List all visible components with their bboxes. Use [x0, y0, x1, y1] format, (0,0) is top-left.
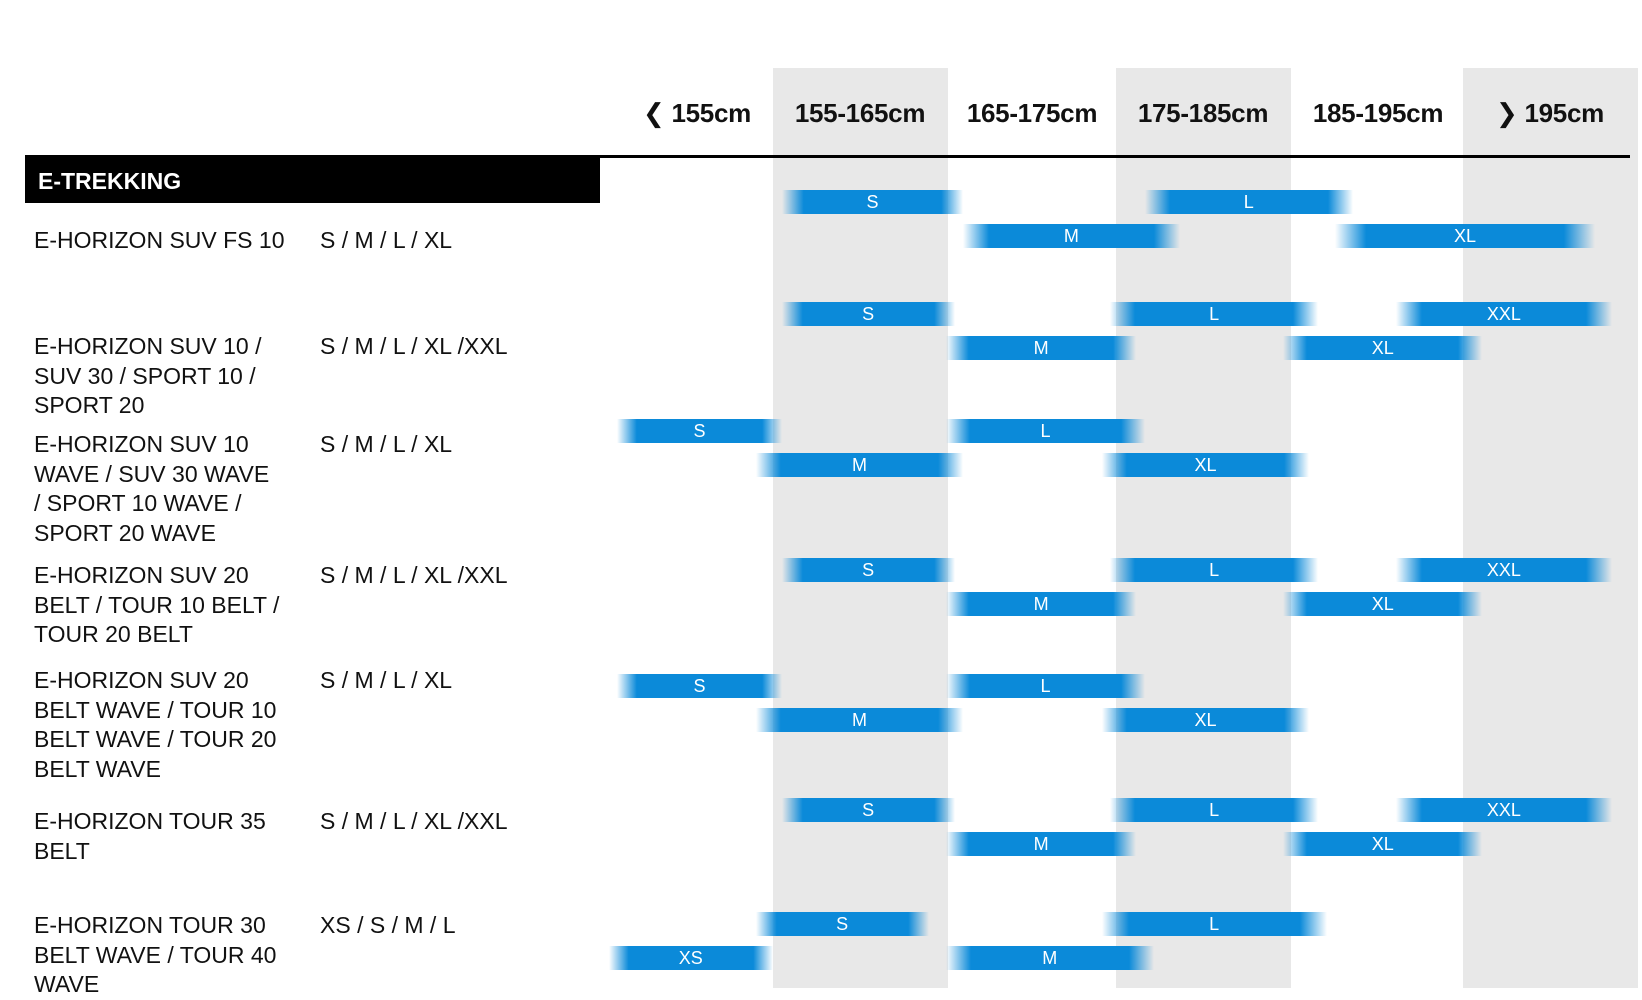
- model-name-line: BELT WAVE / TOUR 10: [34, 696, 277, 723]
- model-name-line: E-HORIZON SUV 10 /: [34, 333, 262, 359]
- size-range-bar: M: [946, 946, 1154, 970]
- model-name-line: BELT / TOUR 10 BELT /: [34, 591, 280, 618]
- model-name-line: TOUR 20 BELT: [34, 621, 193, 647]
- size-range-bar: S: [617, 419, 782, 443]
- size-range-bar: L: [1110, 558, 1318, 582]
- size-range-bar: M: [755, 708, 964, 732]
- model-name-line: BELT WAVE: [34, 755, 161, 782]
- column-header-label: 155cm: [671, 98, 751, 128]
- model-name: E-HORIZON SUV 10 / SUV 30 / SPORT 10 / SPO…: [34, 332, 304, 421]
- chevron-left-icon: ❮: [643, 98, 672, 128]
- section-title: E-TREKKING: [38, 168, 182, 194]
- model-name-line: E-HORIZON SUV 10: [34, 431, 249, 457]
- size-range-bar: XL: [1101, 453, 1310, 477]
- size-range-bar: XXL: [1395, 798, 1613, 822]
- size-range-bar: S: [781, 558, 955, 582]
- column-header-label: 165-175cm: [966, 98, 1098, 128]
- size-range-bar: S: [781, 798, 955, 822]
- size-range-bar: XXL: [1395, 302, 1613, 326]
- size-range-bar: XL: [1335, 224, 1595, 248]
- size-range-bar: L: [1101, 912, 1327, 936]
- model-name-line: E-HORIZON SUV 20: [34, 562, 249, 588]
- column-header: 165-175cm: [947, 98, 1117, 129]
- size-range-bar: XL: [1101, 708, 1310, 732]
- size-range-bar: L: [1144, 190, 1353, 214]
- size-range-bar: L: [1110, 798, 1318, 822]
- size-range-bar: XXL: [1395, 558, 1613, 582]
- model-name: E-HORIZON SUV FS 10: [34, 226, 304, 256]
- available-sizes: S / M / L / XL /XXL: [320, 808, 508, 834]
- model-name-line: WAVE: [34, 971, 100, 997]
- model-name-line: SPORT 20: [34, 392, 145, 418]
- column-header: 175-185cm: [1118, 98, 1288, 129]
- size-range-bar: M: [946, 336, 1137, 360]
- column-header-label: 185-195cm: [1312, 98, 1444, 128]
- size-range-bar: XL: [1283, 336, 1483, 360]
- available-sizes: S / M / L / XL: [320, 667, 453, 693]
- model-name-line: BELT WAVE / TOUR 20: [34, 726, 277, 752]
- size-range-bar: L: [946, 674, 1145, 698]
- size-range-bar: XL: [1283, 832, 1483, 856]
- model-name-line: SPORT 20 WAVE: [34, 519, 216, 546]
- available-sizes: S / M / L / XL: [320, 431, 453, 457]
- section-header: E-TREKKING: [25, 155, 600, 203]
- size-range-bar: M: [946, 592, 1137, 616]
- chevron-right-icon: ❯: [1496, 98, 1525, 128]
- size-range-bar: S: [617, 674, 782, 698]
- model-name-line: SUV 30 / SPORT 10 /: [34, 362, 256, 389]
- size-range-bar: XL: [1283, 592, 1483, 616]
- column-header-label: 195cm: [1524, 98, 1604, 128]
- column-header: ❯ 195cm: [1465, 98, 1635, 129]
- header-rule: [600, 155, 1630, 158]
- available-sizes: XS / S / M / L: [320, 912, 456, 938]
- column-band: [1463, 68, 1638, 988]
- model-name-line: BELT: [34, 837, 90, 864]
- size-range-bar: XS: [608, 946, 773, 970]
- size-range-bar: S: [781, 190, 964, 214]
- size-range-bar: S: [755, 912, 929, 936]
- available-sizes: S / M / L / XL /XXL: [320, 562, 508, 588]
- size-range-bar: L: [946, 419, 1145, 443]
- column-header: 185-195cm: [1293, 98, 1463, 129]
- model-name: E-HORIZON TOUR 30 BELT WAVE / TOUR 40 WAVE: [34, 911, 304, 1000]
- available-sizes: S / M / L / XL /XXL: [320, 333, 508, 359]
- model-name-line: E-HORIZON SUV 20: [34, 667, 249, 693]
- column-band: [773, 68, 948, 988]
- model-name: E-HORIZON SUV 20 BELT WAVE / TOUR 10 BELT …: [34, 666, 304, 784]
- column-header: 155-165cm: [775, 98, 945, 129]
- model-name-line: BELT WAVE / TOUR 40: [34, 941, 277, 968]
- model-name: E-HORIZON TOUR 35 BELT: [34, 807, 304, 866]
- model-name: E-HORIZON SUV 10 WAVE / SUV 30 WAVE / SPOR…: [34, 430, 304, 548]
- column-header-label: 175-185cm: [1137, 98, 1269, 128]
- column-header: ❮ 155cm: [612, 98, 782, 129]
- size-range-bar: M: [963, 224, 1180, 248]
- model-name-line: E-HORIZON SUV FS 10: [34, 227, 285, 253]
- model-name-line: E-HORIZON TOUR 30: [34, 912, 266, 938]
- model-name: E-HORIZON SUV 20 BELT / TOUR 10 BELT / TOU…: [34, 561, 304, 650]
- size-range-bar: L: [1110, 302, 1318, 326]
- size-range-bar: M: [946, 832, 1137, 856]
- model-name-line: / SPORT 10 WAVE /: [34, 490, 242, 516]
- column-band: [1116, 68, 1291, 988]
- model-name-line: WAVE / SUV 30 WAVE: [34, 460, 270, 487]
- size-range-bar: M: [755, 453, 964, 477]
- size-range-bar: S: [781, 302, 955, 326]
- column-header-label: 155-165cm: [794, 98, 926, 128]
- available-sizes: S / M / L / XL: [320, 227, 453, 253]
- model-name-line: E-HORIZON TOUR 35: [34, 808, 266, 834]
